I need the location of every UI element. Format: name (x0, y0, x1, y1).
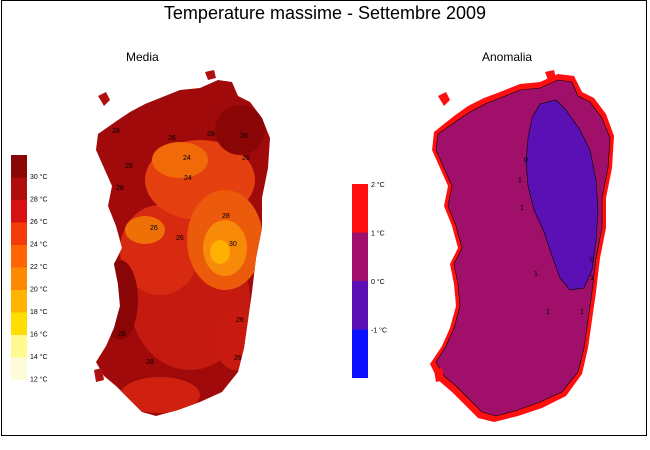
media-legend-swatch (11, 335, 27, 358)
media-station-label: 28 (146, 359, 154, 366)
page-title: Temperature massime - Settembre 2009 (163, 3, 487, 23)
anomalia-station-label: 1 (580, 309, 584, 316)
media-legend-label: 26 °C (30, 218, 48, 226)
media-islet-southwest (94, 368, 104, 382)
media-legend-label: 14 °C (30, 353, 48, 361)
anomalia-map: 0 1 1 1 1 1 1 0 (430, 70, 614, 422)
media-legend-label: 28 °C (30, 196, 48, 204)
anomalia-station-label: 1 (534, 271, 538, 278)
media-legend-label: 22 °C (30, 263, 48, 271)
media-color-legend: 12 °C 14 °C 16 °C 18 °C 20 °C 22 °C 24 °C 26 °C… (11, 155, 48, 384)
media-legend-swatch (11, 312, 27, 335)
media-legend-swatch (11, 155, 27, 178)
anomalia-station-label: 1 (518, 177, 522, 184)
media-legend-swatch (11, 267, 27, 290)
media-station-label: 26 (150, 225, 158, 232)
media-station-label: 28 (116, 185, 124, 192)
media-station-label: 26 (168, 135, 176, 142)
media-station-label: 26 (125, 163, 133, 170)
media-stations: 28 26 28 26 26 24 26 24 28 30 26 26 28 2… (112, 128, 250, 366)
anomalia-legend-label: 1 °C (371, 230, 385, 238)
media-legend-swatch (11, 245, 27, 268)
media-station-label: 28 (222, 213, 230, 220)
anomalia-legend-swatch (352, 232, 368, 281)
media-legend-swatch (11, 222, 27, 245)
anomalia-station-label: 0 (524, 157, 528, 164)
anomalia-low-zone (525, 99, 599, 291)
media-station-label: 28 (112, 128, 120, 135)
anomalia-legend-label: 0 °C (371, 278, 385, 286)
media-legend-label: 20 °C (30, 286, 48, 294)
media-legend-swatch (11, 290, 27, 313)
anomalia-station-label: 1 (546, 309, 550, 316)
anomalia-panel-title: Anomalia (482, 50, 533, 64)
media-legend-swatch (11, 177, 27, 200)
media-temperature-field (102, 105, 265, 413)
media-station-label: 26 (240, 133, 248, 140)
anomalia-stations: 0 1 1 1 1 1 1 0 (518, 157, 594, 316)
anomalia-legend-label: 2 °C (371, 181, 385, 189)
media-station-label: 26 (234, 355, 242, 362)
media-station-label: 30 (229, 241, 237, 248)
media-station-label: 24 (184, 175, 192, 182)
anomalia-station-label: 1 (520, 205, 524, 212)
anomalia-station-label: 1 (590, 275, 594, 282)
media-legend-label: 18 °C (30, 308, 48, 316)
media-legend-label: 16 °C (30, 331, 48, 339)
media-map: 28 26 28 26 26 24 26 24 28 30 26 26 28 2… (94, 70, 270, 416)
media-station-label: 26 (176, 235, 184, 242)
media-legend-label: 30 °C (30, 173, 48, 181)
media-station-label: 26 (242, 155, 250, 162)
media-legend-label: 24 °C (30, 241, 48, 249)
media-panel-title: Media (126, 50, 159, 64)
anomalia-legend-swatch (352, 281, 368, 330)
anomalia-islet-northwest (438, 92, 450, 106)
media-legend-label: 12 °C (30, 376, 48, 384)
anomalia-station-label: 0 (590, 257, 594, 264)
anomalia-color-legend: -1 °C 0 °C 1 °C 2 °C (352, 181, 387, 378)
media-islet-north (205, 70, 216, 80)
media-islet-northwest (98, 92, 110, 106)
media-legend-swatch (11, 200, 27, 223)
media-station-label: 28 (207, 131, 215, 138)
media-legend-swatch (11, 357, 27, 380)
media-station-label: 26 (236, 317, 244, 324)
media-station-label: 28 (118, 331, 126, 338)
anomalia-islet-southwest (434, 368, 444, 382)
anomalia-islet-north (545, 70, 556, 80)
anomalia-legend-swatch (352, 184, 368, 233)
anomalia-legend-label: -1 °C (371, 327, 387, 335)
anomalia-legend-swatch (352, 329, 368, 378)
media-station-label: 24 (183, 155, 191, 162)
